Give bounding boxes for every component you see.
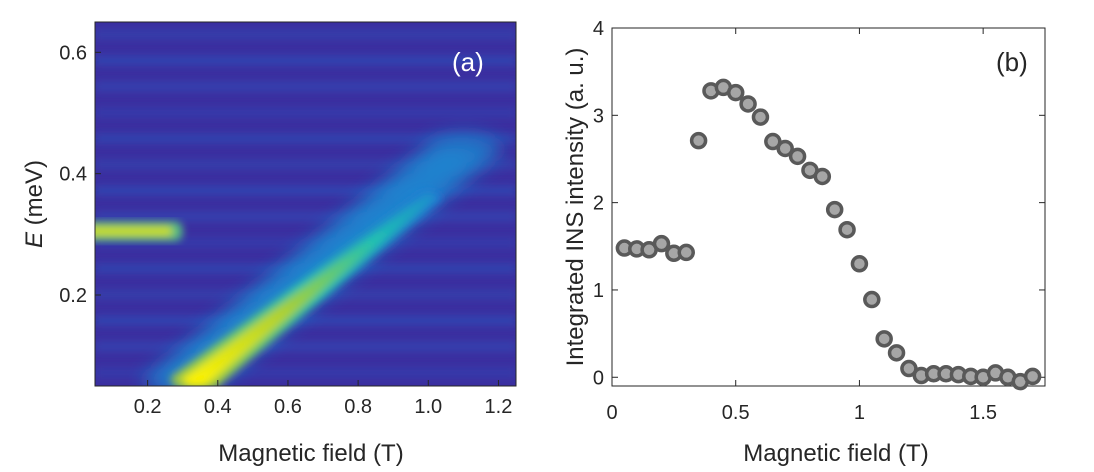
scatter-y-tick-label: 4 xyxy=(593,18,604,40)
scatter-x-tick-label: 1 xyxy=(854,402,865,424)
scatter-point xyxy=(689,131,708,150)
heatmap-texture-band xyxy=(95,186,516,195)
heatmap-x-axis-label: Magnetic field (T) xyxy=(218,440,403,467)
scatter-point xyxy=(726,83,745,102)
scatter-point xyxy=(751,108,770,126)
heatmap-axes: 0.2 0.4 0.6 0.8 1.0 1.2 0.2 0.4 0.6 xyxy=(59,21,517,418)
heatmap-texture-band xyxy=(95,238,516,247)
heatmap-y-tick-label: 0.2 xyxy=(59,285,87,307)
scatter-point xyxy=(764,132,782,151)
scatter-point xyxy=(788,147,807,166)
scatter-y-tick-label: 2 xyxy=(593,193,604,215)
heatmap-texture-band xyxy=(95,342,516,351)
scatter-x-axis-label: Magnetic field (T) xyxy=(743,440,928,467)
scatter-point xyxy=(1023,367,1042,386)
scatter-y-axis-label: Integrated INS intensity (a. u.) xyxy=(562,48,589,367)
heatmap-x-tick-label: 0.2 xyxy=(134,396,162,418)
scatter-points xyxy=(615,78,1042,391)
heatmap-texture-band xyxy=(95,82,516,91)
heatmap-features xyxy=(95,30,516,386)
scatter-point xyxy=(776,139,794,158)
heatmap-texture-band xyxy=(95,212,516,221)
heatmap-branch-core xyxy=(412,199,429,209)
scatter-point xyxy=(850,255,869,273)
heatmap-texture-band xyxy=(95,134,516,143)
heatmap-texture-band xyxy=(95,30,516,39)
heatmap-y-tick-label: 0.4 xyxy=(59,164,87,186)
heatmap-texture-band xyxy=(95,368,516,377)
scatter-point xyxy=(900,359,918,378)
heatmap-texture-band xyxy=(95,160,516,169)
scatter-point xyxy=(863,290,881,309)
scatter-point xyxy=(813,167,832,186)
heatmap-x-tick-label: 1.0 xyxy=(414,396,442,418)
heatmap-frame xyxy=(94,21,517,387)
heatmap-flat-mode xyxy=(95,221,183,242)
heatmap-texture-band xyxy=(95,316,516,325)
heatmap-x-tick-label: 0.6 xyxy=(274,396,302,418)
scatter-point xyxy=(739,95,757,113)
scatter-point xyxy=(677,243,695,262)
heatmap-diffuse-blob xyxy=(425,133,502,166)
heatmap-branch-core xyxy=(396,211,414,221)
heatmap-texture-band xyxy=(95,56,516,65)
heatmap-y-axis-label-unit: (meV) xyxy=(21,160,48,232)
scatter-panel: 0 0.5 1 1.5 0 1 2 3 4 (b) Magnetic field (T) Int… xyxy=(562,18,1046,467)
heatmap-x-tick-label: 0.4 xyxy=(204,396,232,418)
heatmap-branch-core xyxy=(388,217,407,227)
heatmap-texture-band xyxy=(95,108,516,117)
scatter-x-tick-label: 1.5 xyxy=(969,402,997,424)
scatter-point xyxy=(887,344,906,362)
scatter-axes: 0 0.5 1 1.5 0 1 2 3 4 xyxy=(593,18,1045,424)
heatmap-panel: (a) 0.2 0.4 0.6 0.8 1.0 1.2 0.2 0.4 0.6 Magnetic… xyxy=(21,21,517,467)
scatter-point xyxy=(838,220,856,239)
heatmap-rising-branch xyxy=(170,190,443,386)
scatter-point xyxy=(825,200,844,219)
scatter-x-tick-label: 0.5 xyxy=(722,402,750,424)
heatmap-flat-mode-core xyxy=(95,226,173,237)
scatter-x-tick-label: 0 xyxy=(606,402,617,424)
scatter-y-tick-label: 3 xyxy=(593,105,604,127)
scatter-point xyxy=(652,234,671,253)
heatmap-y-axis-label: E (meV) xyxy=(21,160,48,248)
scatter-y-tick-label: 0 xyxy=(593,367,604,389)
panel-label-b: (b) xyxy=(996,47,1028,77)
heatmap-branch-core xyxy=(420,193,437,202)
heatmap-branch-core xyxy=(404,205,422,215)
scatter-point xyxy=(875,330,893,348)
heatmap-y-tick-label: 0.6 xyxy=(59,42,87,64)
heatmap-y-axis-label-symbol: E xyxy=(21,231,48,248)
panel-label-a: (a) xyxy=(452,47,484,77)
heatmap-x-tick-label: 1.2 xyxy=(485,396,513,418)
heatmap-x-tick-label: 0.8 xyxy=(344,396,372,418)
scatter-y-tick-label: 1 xyxy=(593,280,604,302)
